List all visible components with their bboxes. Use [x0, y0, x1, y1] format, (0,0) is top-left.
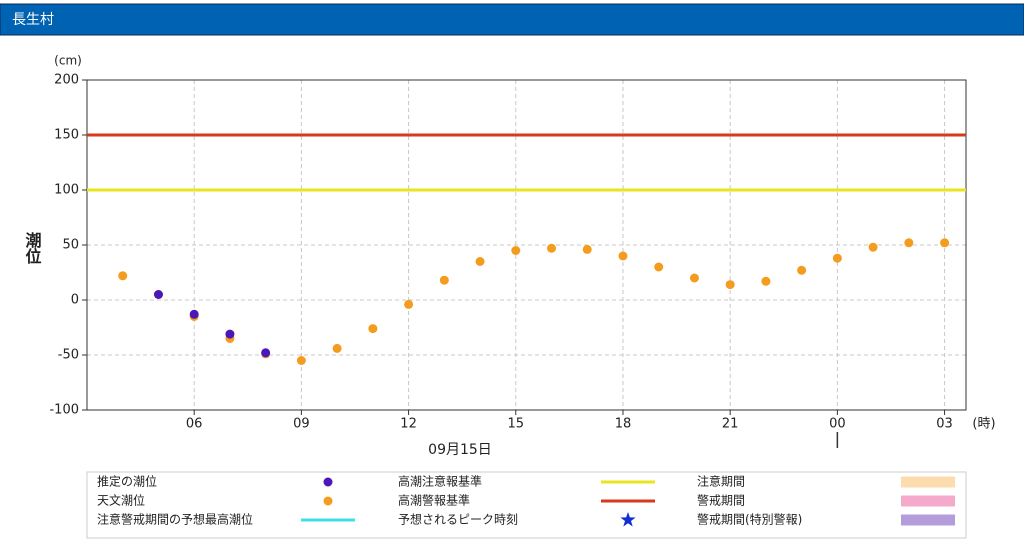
- y-tick-label: 100: [54, 183, 79, 198]
- legend-symbol: [323, 477, 333, 487]
- data-point: [153, 290, 163, 299]
- y-unit: (cm): [54, 54, 82, 68]
- legend-symbol: [901, 514, 955, 526]
- legend-label: 推定の潮位: [97, 474, 157, 489]
- y-tick-label: 50: [62, 238, 79, 253]
- legend-symbol: [901, 476, 955, 488]
- data-point: [118, 271, 128, 281]
- legend-symbol: [901, 495, 955, 507]
- legend-label: 警戒期間(特別警報): [697, 512, 802, 527]
- x-unit: (時): [972, 417, 995, 432]
- data-point: [547, 243, 557, 253]
- legend-label: 注意期間: [697, 474, 745, 489]
- data-point: [368, 324, 378, 334]
- y-tick-label: -50: [58, 348, 79, 363]
- y-axis-label: 潮位: [23, 231, 42, 265]
- legend-label: 高潮注意報基準: [398, 474, 482, 489]
- data-point: [832, 253, 842, 263]
- data-point: [511, 246, 521, 255]
- x-tick-label: 12: [400, 417, 417, 432]
- x-tick-label: 06: [186, 417, 203, 432]
- x-tick-label: 15: [508, 417, 525, 432]
- x-tick-label: 00: [829, 417, 846, 432]
- data-point: [689, 273, 699, 283]
- legend-label: 予想されるピーク時刻: [398, 512, 518, 527]
- legend-symbol: [620, 512, 636, 527]
- y-tick-label: 200: [54, 73, 79, 88]
- data-point: [261, 348, 271, 358]
- x-tick-label: 09: [293, 417, 310, 432]
- data-point: [296, 356, 306, 365]
- data-point: [332, 343, 342, 353]
- data-point: [225, 329, 235, 339]
- plot-frame: [86, 79, 967, 411]
- data-point: [618, 251, 628, 261]
- date-label: 09月15日: [428, 442, 492, 458]
- legend-label: 天文潮位: [97, 493, 145, 508]
- data-point: [654, 262, 664, 272]
- data-point: [189, 309, 199, 319]
- data-point: [761, 276, 771, 286]
- y-tick-label: 0: [71, 293, 79, 308]
- data-point: [475, 257, 485, 266]
- data-point: [725, 280, 735, 290]
- legend-label: 高潮警報基準: [398, 493, 470, 508]
- page-title: 長生村: [12, 12, 54, 28]
- data-point: [797, 265, 807, 275]
- data-point: [868, 242, 878, 252]
- x-tick-label: 21: [722, 417, 739, 432]
- y-tick-label: -100: [49, 403, 79, 418]
- data-point: [940, 238, 950, 248]
- header-bar: [0, 3, 1024, 36]
- legend-symbol: [323, 496, 333, 506]
- data-point: [582, 244, 592, 254]
- x-tick-label: 18: [615, 417, 632, 432]
- legend-label: 警戒期間: [697, 493, 745, 508]
- y-tick-label: 150: [54, 128, 79, 143]
- x-tick-label: 03: [936, 417, 953, 432]
- data-point: [439, 275, 449, 285]
- data-point: [904, 238, 914, 248]
- data-point: [404, 299, 414, 309]
- legend-label: 注意警戒期間の予想最高潮位: [97, 512, 253, 527]
- legend-box: [86, 471, 967, 539]
